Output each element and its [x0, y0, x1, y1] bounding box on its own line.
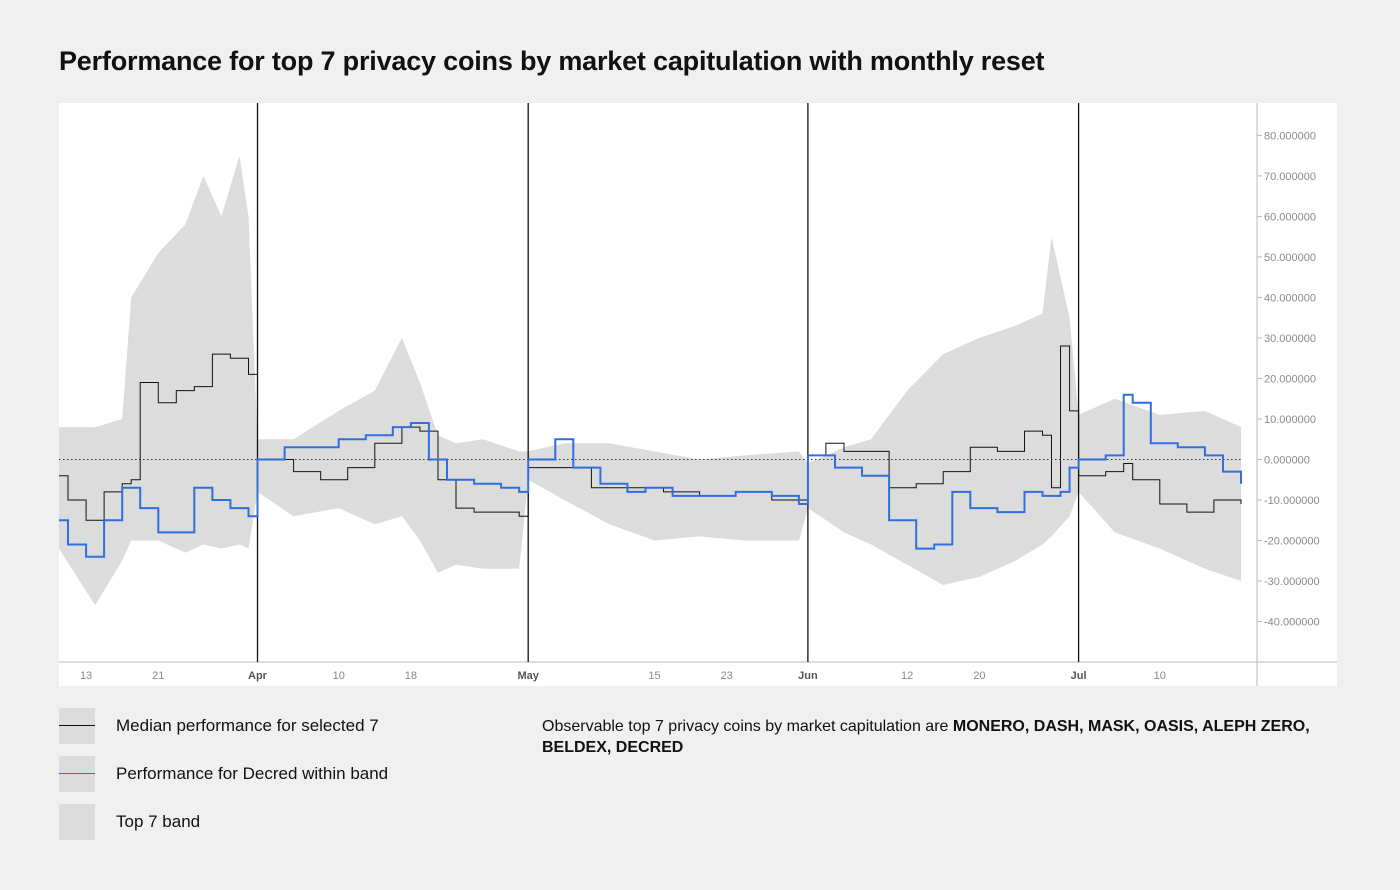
chart-area: 80.000000 70.000000 60.000000 50.000000 40.0… [59, 103, 1337, 686]
x-tick-label: 20 [973, 670, 985, 682]
band-layer [59, 155, 1241, 606]
chart-title: Performance for top 7 privacy coins by m… [59, 46, 1045, 76]
decred-line [59, 393, 1242, 558]
y-tick-label: 0.000000 [1264, 454, 1310, 466]
legend-swatch-decred [59, 756, 95, 792]
y-tick-label: 50.000000 [1264, 252, 1316, 264]
x-tick-label: 18 [405, 670, 417, 682]
x-tick-label: 12 [901, 670, 913, 682]
legend-label-median: Median performance for selected 7 [116, 716, 379, 735]
y-tick-label: 60.000000 [1264, 211, 1316, 223]
y-tick-label: -30.000000 [1264, 576, 1320, 588]
legend-label-decred: Performance for Decred within band [116, 764, 389, 783]
y-tick-label: -10.000000 [1264, 495, 1320, 507]
x-tick-layer: 13 21 Apr 10 18 May 15 23 Jun 12 20 Jul 10 [80, 670, 1166, 682]
x-tick-label: 15 [648, 670, 660, 682]
x-tick-label: 10 [1154, 670, 1166, 682]
x-tick-label: May [517, 670, 539, 682]
x-tick-label: 23 [721, 670, 733, 682]
y-tick-label: 10.000000 [1264, 414, 1316, 426]
y-tick-layer: 80.000000 70.000000 60.000000 50.000000 40.0… [1257, 130, 1320, 628]
x-tick-label: Jun [798, 670, 818, 682]
chart-svg: 80.000000 70.000000 60.000000 50.000000 40.0… [59, 103, 1337, 686]
x-tick-label: 13 [80, 670, 92, 682]
legend-swatch-median [59, 708, 95, 744]
y-tick-label: 30.000000 [1264, 333, 1316, 345]
band-area [59, 155, 1241, 606]
x-tick-label: Apr [248, 670, 268, 682]
legend-line-median [59, 725, 95, 726]
x-tick-label: Jul [1071, 670, 1087, 682]
median-line-layer [59, 345, 1242, 521]
decred-line-layer [59, 393, 1242, 558]
y-tick-label: -40.000000 [1264, 616, 1320, 628]
y-tick-label: 20.000000 [1264, 373, 1316, 385]
legend-swatch-band [59, 804, 95, 840]
coins-note-list: MONERO, DASH, MASK, OASIS, ALEPH ZERO, B… [542, 718, 1310, 756]
legend-line-decred [59, 773, 95, 774]
x-tick-label: 21 [152, 670, 164, 682]
y-tick-label: 70.000000 [1264, 171, 1316, 183]
median-line [59, 345, 1242, 521]
y-tick-label: 40.000000 [1264, 292, 1316, 304]
y-tick-label: -20.000000 [1264, 535, 1320, 547]
x-tick-label: 10 [333, 670, 345, 682]
coins-note-text: Observable top 7 privacy coins by market… [542, 718, 953, 735]
legend-label-band: Top 7 band [116, 812, 201, 831]
y-tick-label: 80.000000 [1264, 130, 1316, 142]
coins-note: Observable top 7 privacy coins by market… [542, 716, 1342, 758]
